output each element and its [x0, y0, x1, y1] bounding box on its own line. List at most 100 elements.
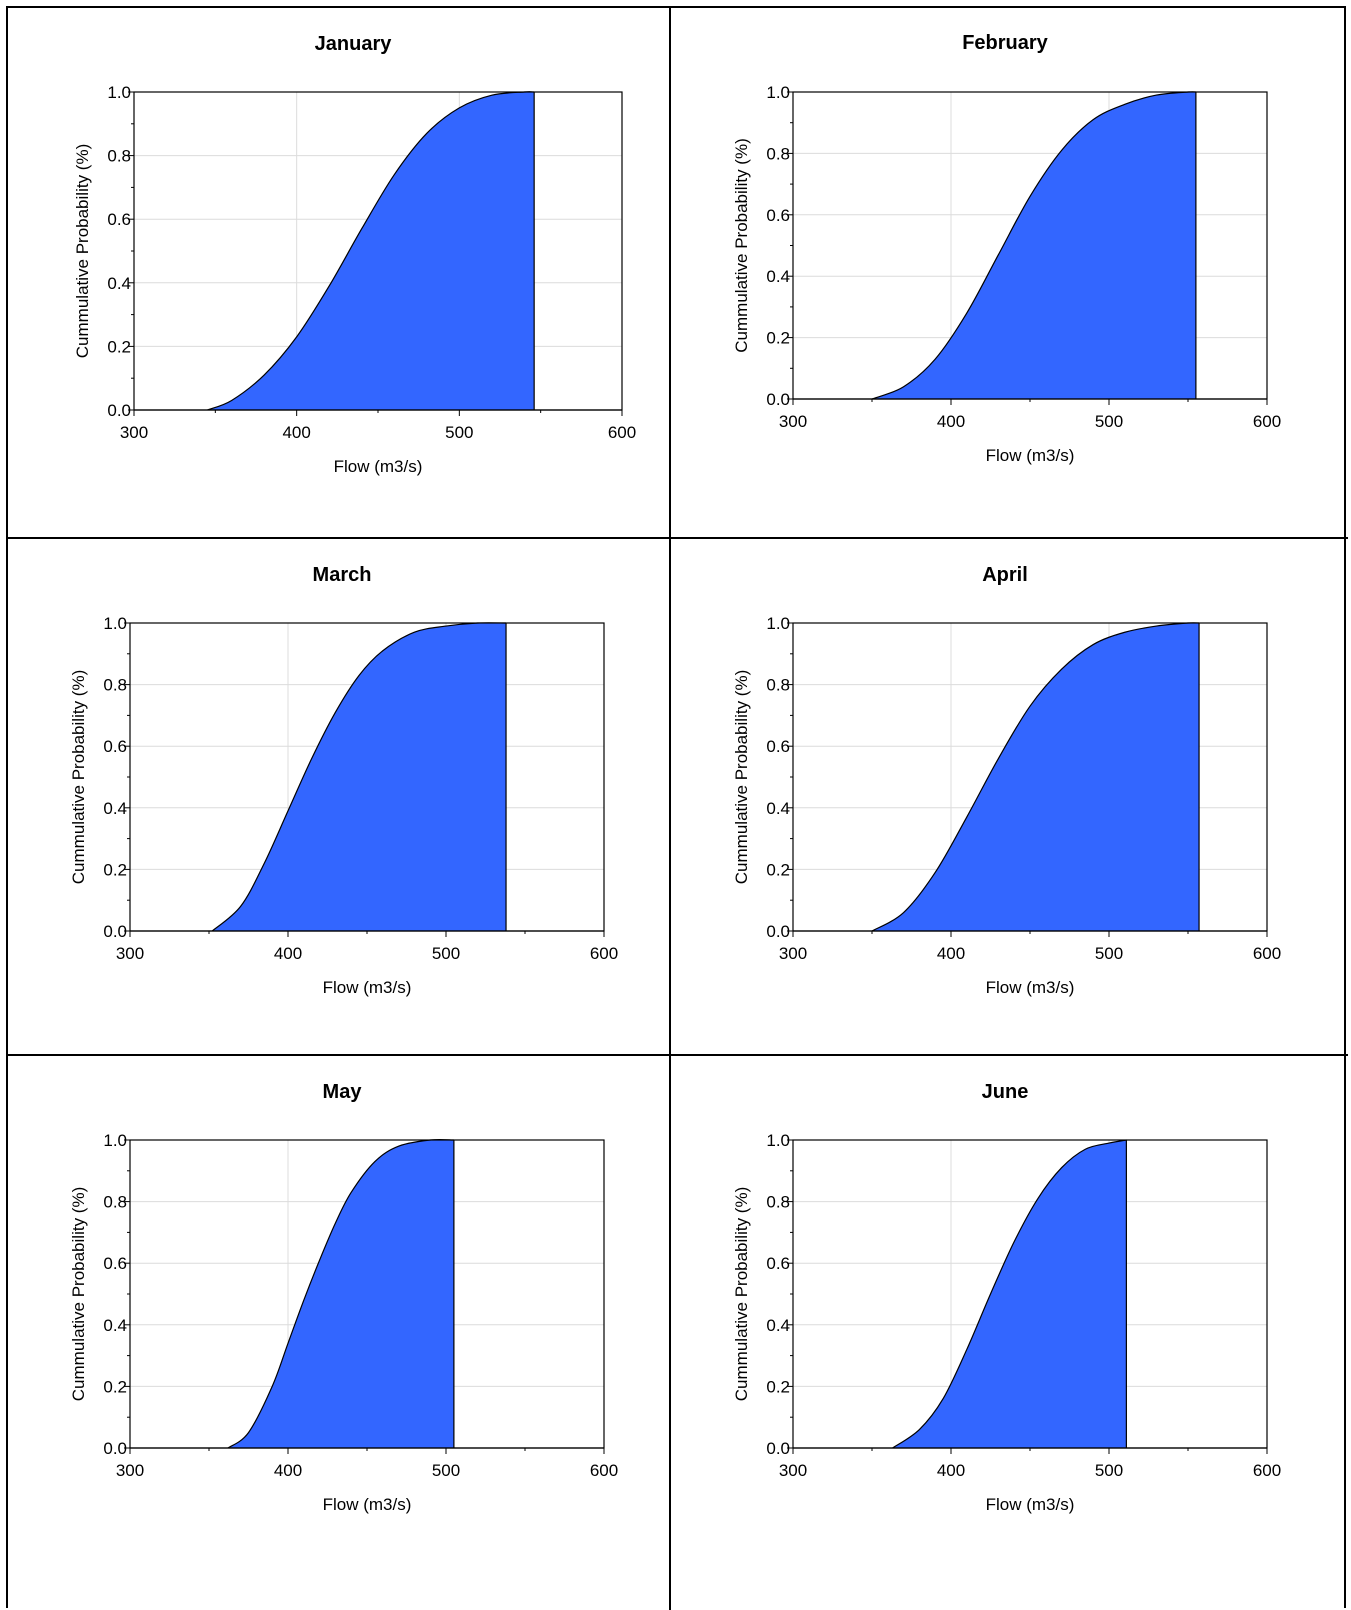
y-tick-label: 0.8	[103, 676, 127, 695]
y-axis-title: Cummulative Probability (%)	[732, 670, 751, 884]
chart-panel-march: March 0.0 0.2 0.4 0.6 0.8 1.0 300 400 500 600 Flow …	[8, 539, 671, 1056]
x-tick-label: 600	[590, 944, 618, 963]
x-axis-title: Flow (m3/s)	[986, 446, 1075, 465]
x-axis-title: Flow (m3/s)	[334, 457, 423, 476]
y-tick-label: 0.6	[766, 206, 790, 225]
y-tick-label: 0.4	[103, 1316, 127, 1335]
y-tick-label: 0.6	[103, 737, 127, 756]
cdf-curve	[206, 91, 535, 411]
x-tick-label: 500	[432, 944, 460, 963]
y-tick-label: 0.8	[766, 1193, 790, 1212]
y-axis-title: Cummulative Probability (%)	[73, 144, 92, 358]
y-tick-label: 0.6	[103, 1254, 127, 1273]
cdf-area	[207, 91, 535, 411]
x-tick-label: 500	[1095, 944, 1123, 963]
cdf-area	[212, 622, 507, 931]
y-tick-label: 0.4	[766, 267, 790, 286]
x-tick-label: 300	[779, 1461, 807, 1480]
x-tick-label: 400	[282, 423, 310, 442]
y-tick-label: 0.2	[766, 329, 790, 348]
chart-panel-may: May 0.0 0.2 0.4 0.6 0.8 1.0 300 400 500 600 Flow (m…	[8, 1056, 671, 1610]
y-tick-label: 0.6	[766, 737, 790, 756]
x-tick-label: 400	[937, 412, 965, 431]
cdf-curve	[211, 622, 507, 932]
x-tick-label: 300	[116, 1461, 144, 1480]
x-tick-label: 500	[432, 1461, 460, 1480]
y-tick-label: 0.2	[766, 1377, 790, 1396]
chart-title: April	[982, 564, 1028, 586]
x-tick-label: 600	[608, 423, 636, 442]
y-tick-label: 1.0	[766, 1131, 790, 1150]
y-tick-label: 0.0	[103, 1439, 127, 1458]
x-tick-label: 300	[779, 412, 807, 431]
y-tick-label: 0.2	[107, 337, 131, 356]
x-tick-label: 600	[1253, 1461, 1281, 1480]
chart-title: May	[323, 1081, 363, 1103]
y-tick-label: 0.6	[107, 210, 131, 229]
y-tick-label: 0.2	[103, 1377, 127, 1396]
y-tick-label: 0.8	[766, 144, 790, 163]
y-axis-title: Cummulative Probability (%)	[732, 138, 751, 352]
chart-title: January	[315, 33, 393, 55]
y-tick-label: 0.8	[103, 1193, 127, 1212]
y-tick-label: 0.0	[766, 390, 790, 409]
x-axis-title: Flow (m3/s)	[986, 1495, 1075, 1514]
y-tick-label: 0.2	[103, 860, 127, 879]
x-tick-label: 300	[116, 944, 144, 963]
x-tick-label: 600	[1253, 944, 1281, 963]
cdf-curve	[227, 1138, 454, 1449]
chart-panel-february: February 0.0 0.2 0.4 0.6 0.8 1.0 300 400 500 600 Fl…	[671, 8, 1348, 539]
cdf-curve	[871, 91, 1196, 400]
y-tick-label: 0.2	[766, 860, 790, 879]
y-tick-label: 1.0	[103, 1131, 127, 1150]
x-tick-label: 300	[779, 944, 807, 963]
y-axis-title: Cummulative Probability (%)	[69, 1187, 88, 1401]
y-tick-label: 0.4	[103, 799, 127, 818]
y-tick-label: 0.4	[766, 1316, 790, 1335]
x-tick-label: 500	[445, 423, 473, 442]
chart-title: February	[962, 32, 1048, 54]
chart-svg: January 0.0 0.2 0.4 0.6 0.8 1.0 300 400 500 600 Flo…	[73, 33, 636, 476]
chart-svg: June 0.0 0.2 0.4 0.6 0.8 1.0 300 400 500 600 Flow (…	[732, 1081, 1281, 1514]
chart-panel-june: June 0.0 0.2 0.4 0.6 0.8 1.0 300 400 500 600 Flow (…	[671, 1056, 1348, 1610]
y-tick-label: 0.0	[103, 922, 127, 941]
y-tick-label: 0.8	[766, 676, 790, 695]
x-tick-label: 400	[274, 944, 302, 963]
x-tick-label: 300	[120, 423, 148, 442]
x-tick-label: 400	[937, 1461, 965, 1480]
y-axis-title: Cummulative Probability (%)	[69, 670, 88, 884]
y-tick-label: 1.0	[107, 83, 131, 102]
y-tick-label: 0.0	[766, 922, 790, 941]
y-tick-label: 0.4	[766, 799, 790, 818]
cdf-area	[227, 1139, 454, 1448]
x-tick-label: 400	[274, 1461, 302, 1480]
chart-grid: January 0.0 0.2 0.4 0.6 0.8 1.0 300 400 500 600 Flo…	[6, 6, 1348, 1610]
cdf-curve	[892, 1139, 1127, 1449]
y-tick-label: 1.0	[766, 83, 790, 102]
x-tick-label: 400	[937, 944, 965, 963]
cdf-curve	[871, 622, 1200, 932]
y-tick-label: 0.8	[107, 147, 131, 166]
chart-svg: February 0.0 0.2 0.4 0.6 0.8 1.0 300 400 500 600 Fl…	[732, 32, 1281, 465]
chart-title: June	[982, 1081, 1029, 1103]
x-tick-label: 600	[1253, 412, 1281, 431]
y-tick-label: 0.6	[766, 1254, 790, 1273]
cdf-area	[872, 91, 1196, 400]
y-tick-label: 1.0	[103, 614, 127, 633]
x-axis-title: Flow (m3/s)	[323, 1495, 412, 1514]
chart-svg: April 0.0 0.2 0.4 0.6 0.8 1.0 300 400 500 600 Flow …	[732, 564, 1281, 997]
x-tick-label: 500	[1095, 412, 1123, 431]
chart-title: March	[313, 564, 372, 586]
chart-svg: March 0.0 0.2 0.4 0.6 0.8 1.0 300 400 500 600 Flow …	[69, 564, 618, 997]
chart-panel-january: January 0.0 0.2 0.4 0.6 0.8 1.0 300 400 500 600 Flo…	[8, 8, 671, 539]
x-tick-label: 600	[590, 1461, 618, 1480]
cdf-area	[872, 622, 1200, 931]
chart-svg: May 0.0 0.2 0.4 0.6 0.8 1.0 300 400 500 600 Flow (m…	[69, 1081, 618, 1514]
y-tick-label: 0.0	[107, 401, 131, 420]
x-axis-title: Flow (m3/s)	[323, 978, 412, 997]
y-axis-title: Cummulative Probability (%)	[732, 1187, 751, 1401]
x-axis-title: Flow (m3/s)	[986, 978, 1075, 997]
x-tick-label: 500	[1095, 1461, 1123, 1480]
y-tick-label: 0.4	[107, 274, 131, 293]
cdf-area	[892, 1140, 1127, 1448]
